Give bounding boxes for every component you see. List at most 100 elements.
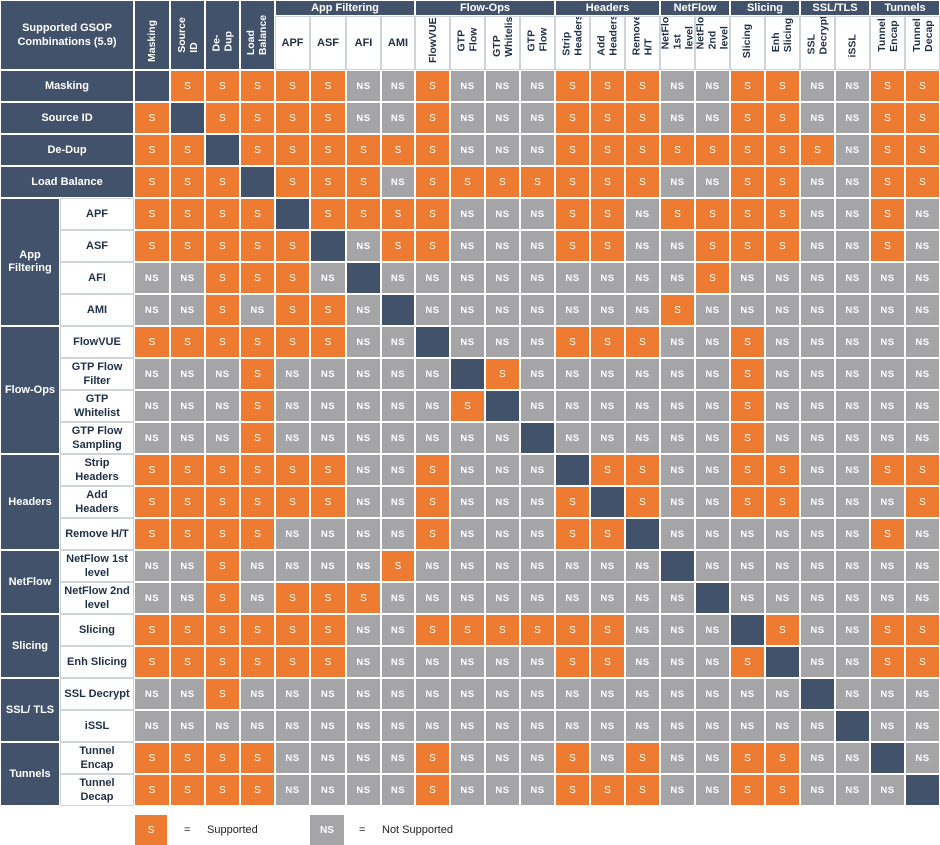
not-supported-cell: NS xyxy=(381,358,415,390)
not-supported-cell: NS xyxy=(660,774,695,806)
not-supported-cell-text: NS xyxy=(356,656,371,668)
supported-cell-text: S xyxy=(604,784,611,796)
supported-cell: S xyxy=(625,486,660,518)
not-supported-cell-text: NS xyxy=(845,400,860,412)
supported-cell-text: S xyxy=(639,176,646,188)
not-supported-cell-text: NS xyxy=(810,656,825,668)
not-supported-cell: NS xyxy=(381,678,415,710)
supported-cell: S xyxy=(730,486,765,518)
not-supported-cell: NS xyxy=(170,678,205,710)
supported-cell-text: S xyxy=(604,208,611,220)
not-supported-cell: NS xyxy=(275,358,310,390)
not-supported-cell: NS xyxy=(590,742,625,774)
not-supported-cell: NS xyxy=(381,486,415,518)
supported-cell-text: S xyxy=(639,752,646,764)
supported-cell-text: S xyxy=(639,464,646,476)
supported-cell: S xyxy=(205,454,240,486)
supported-cell-text: S xyxy=(148,624,156,636)
not-supported-cell: NS xyxy=(134,390,170,422)
not-supported-cell-text: NS xyxy=(180,720,195,732)
not-supported-cell: NS xyxy=(695,710,730,742)
supported-cell: S xyxy=(170,198,205,230)
supported-cell-text: S xyxy=(148,144,156,156)
supported-cell: S xyxy=(450,614,485,646)
not-supported-cell-text: NS xyxy=(460,432,475,444)
supported-cell: S xyxy=(730,390,765,422)
not-supported-cell-text: NS xyxy=(845,336,860,348)
not-supported-cell-text: NS xyxy=(600,304,615,316)
not-supported-cell: NS xyxy=(450,198,485,230)
supported-cell: S xyxy=(730,774,765,806)
not-supported-cell: NS xyxy=(275,422,310,454)
not-supported-cell-text: NS xyxy=(530,80,545,92)
not-supported-cell-text: NS xyxy=(356,80,371,92)
row-header-text: GTP Flow Filter xyxy=(71,361,123,387)
supported-cell: S xyxy=(625,102,660,134)
column-header: iSSL xyxy=(835,16,870,70)
supported-cell: S xyxy=(555,102,590,134)
supported-cell: S xyxy=(415,486,450,518)
diagonal-cell xyxy=(555,454,590,486)
not-supported-cell: NS xyxy=(695,390,730,422)
not-supported-cell-text: NS xyxy=(356,304,371,316)
not-supported-cell-text: NS xyxy=(530,656,545,668)
not-supported-cell: NS xyxy=(381,646,415,678)
row-header-text: GTP Flow Sampling xyxy=(71,425,123,451)
not-supported-cell-text: NS xyxy=(144,720,160,732)
supported-cell: S xyxy=(415,102,450,134)
diagonal-cell xyxy=(520,422,555,454)
not-supported-cell: NS xyxy=(346,102,381,134)
not-supported-cell-text: NS xyxy=(810,560,825,572)
supported-cell-text: S xyxy=(184,528,191,540)
not-supported-cell: NS xyxy=(520,262,555,294)
not-supported-cell-text: NS xyxy=(425,432,440,444)
not-supported-cell: NS xyxy=(800,518,835,550)
not-supported-cell-text: NS xyxy=(810,368,825,380)
column-group-header-text: Slicing xyxy=(746,1,784,14)
not-supported-cell-text: NS xyxy=(915,368,930,380)
not-supported-cell-text: NS xyxy=(880,368,895,380)
not-supported-cell-text: NS xyxy=(425,272,440,284)
not-supported-cell: NS xyxy=(870,390,905,422)
not-supported-cell-text: NS xyxy=(845,112,860,124)
supported-cell: S xyxy=(205,326,240,358)
diagonal-cell xyxy=(346,262,381,294)
not-supported-cell: NS xyxy=(485,134,520,166)
supported-cell: S xyxy=(730,742,765,774)
not-supported-cell: NS xyxy=(835,326,870,358)
supported-cell: S xyxy=(240,198,275,230)
not-supported-cell-text: NS xyxy=(530,592,545,604)
not-supported-cell-text: NS xyxy=(670,656,685,668)
not-supported-cell-text: NS xyxy=(705,560,720,572)
row-group-header-text: Headers xyxy=(8,495,52,508)
not-supported-cell-text: NS xyxy=(845,208,860,220)
not-supported-cell-text: NS xyxy=(495,80,510,92)
supported-cell-text: S xyxy=(219,560,226,572)
supported-cell: S xyxy=(555,134,590,166)
not-supported-cell: NS xyxy=(381,262,415,294)
not-supported-cell-text: NS xyxy=(600,720,615,732)
not-supported-cell-text: NS xyxy=(390,272,406,284)
supported-cell-text: S xyxy=(429,624,436,636)
not-supported-cell: NS xyxy=(590,422,625,454)
not-supported-cell: NS xyxy=(134,358,170,390)
row-group-header: App Filtering xyxy=(0,198,60,326)
not-supported-cell: NS xyxy=(520,70,555,102)
not-supported-cell-text: NS xyxy=(775,272,790,284)
not-supported-cell-text: NS xyxy=(460,240,475,252)
not-supported-cell: NS xyxy=(625,710,660,742)
not-supported-cell: NS xyxy=(310,678,346,710)
supported-cell: S xyxy=(205,230,240,262)
not-supported-cell: NS xyxy=(520,710,555,742)
not-supported-cell-text: NS xyxy=(285,720,300,732)
not-supported-cell: NS xyxy=(520,230,555,262)
not-supported-cell: NS xyxy=(450,646,485,678)
row-group-header: SSL/ TLS xyxy=(0,678,60,742)
not-supported-cell-text: NS xyxy=(495,464,510,476)
supported-cell-text: S xyxy=(254,624,261,636)
not-supported-cell-text: NS xyxy=(144,272,160,284)
column-header-text: Load Balance xyxy=(245,14,270,56)
not-supported-cell: NS xyxy=(485,326,520,358)
row-header-text: Source ID xyxy=(41,112,93,124)
not-supported-cell: NS xyxy=(275,518,310,550)
